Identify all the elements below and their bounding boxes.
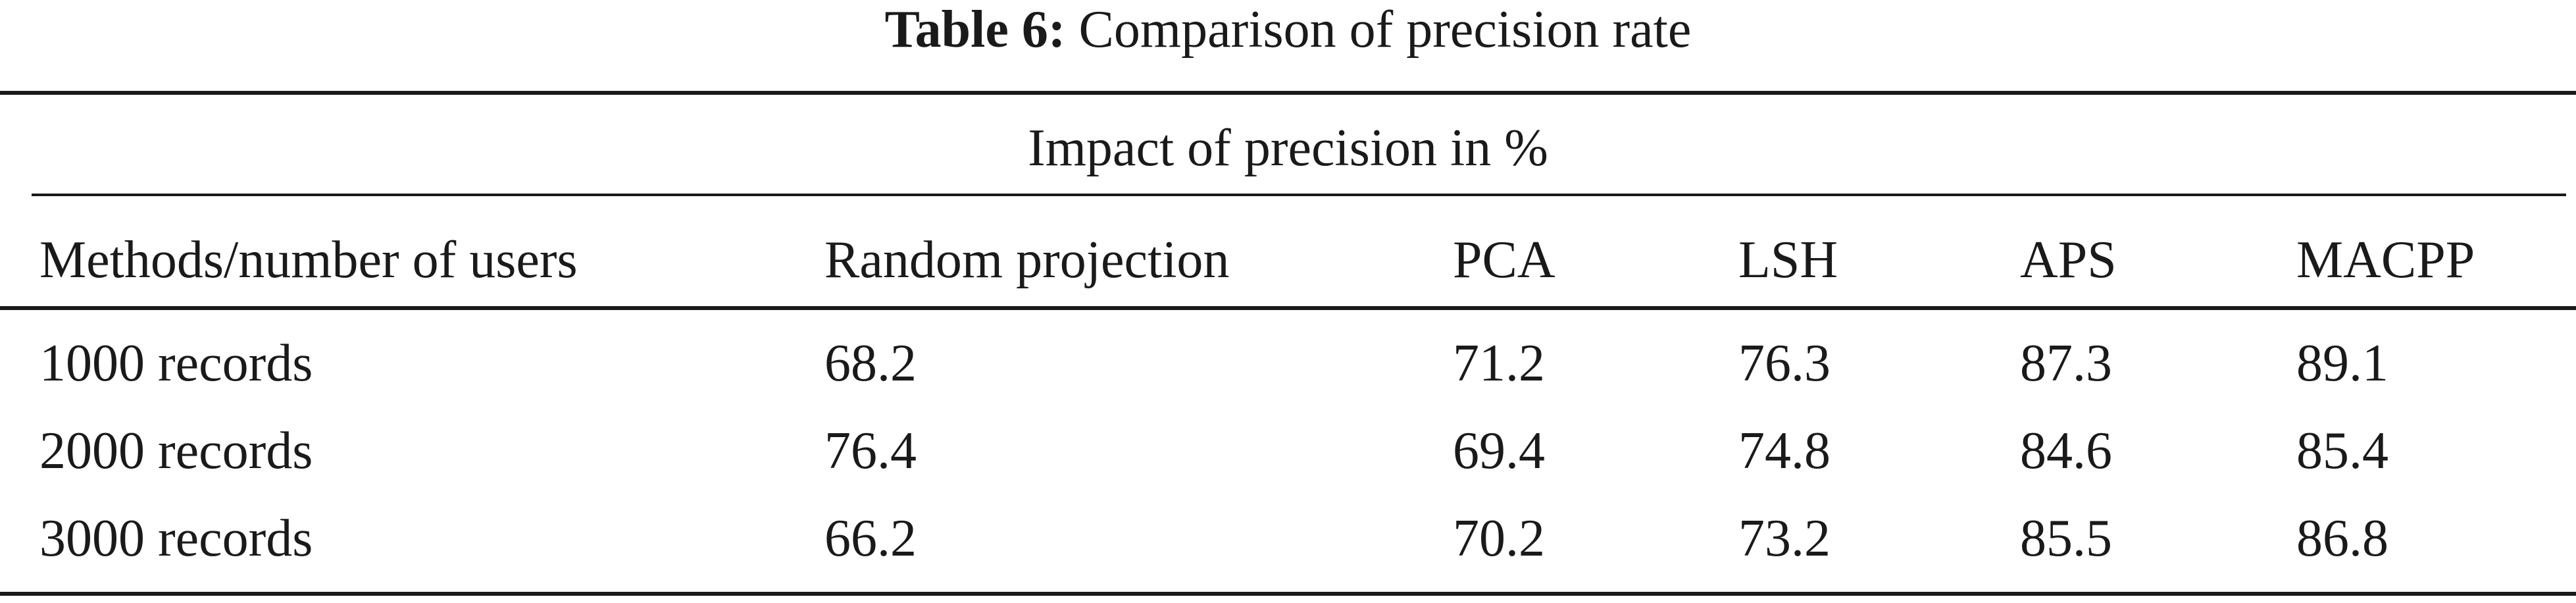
table-cell: 87.3 [2020,334,2112,392]
header-lsh: LSH [1738,231,1838,289]
header-macpp: MACPP [2296,231,2475,289]
table-caption-title: Comparison of precision rate [1078,1,1692,59]
table-cell: 76.3 [1738,334,1831,392]
table-cell: 76.4 [824,422,917,480]
table-cell: 74.8 [1738,422,1831,480]
table-cell: 84.6 [2020,422,2112,480]
row-label: 3000 records [39,510,313,567]
table-cell: 71.2 [1453,334,1545,392]
header-methods: Methods/number of users [39,231,578,289]
table-cell: 85.5 [2020,510,2112,567]
header-random-projection: Random projection [824,231,1230,289]
table-cell: 89.1 [2296,334,2388,392]
table-caption: Table 6: Comparison of precision rate [0,0,2576,59]
table-cell: 66.2 [824,510,917,567]
header-pca: PCA [1453,231,1555,289]
table-cell: 70.2 [1453,510,1545,567]
top-rule [0,91,2576,95]
table-caption-label: Table 6: [884,1,1066,59]
table-cell: 86.8 [2296,510,2388,567]
group-header-rule [32,194,2566,196]
row-label: 1000 records [39,334,313,392]
table-cell: 85.4 [2296,422,2388,480]
table-cell: 68.2 [824,334,917,392]
column-group-header: Impact of precision in % [1028,119,1548,177]
bottom-rule [0,592,2576,596]
header-rule [0,306,2576,310]
row-label: 2000 records [39,422,313,480]
table-cell: 69.4 [1453,422,1545,480]
table-cell: 73.2 [1738,510,1831,567]
header-aps: APS [2020,231,2117,289]
